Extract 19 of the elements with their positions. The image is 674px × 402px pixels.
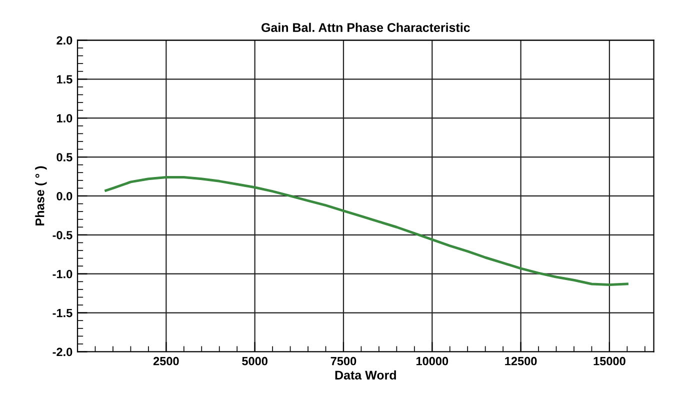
y-tick-label: -1.0: [52, 270, 72, 278]
y-tick-label: 1.0: [56, 114, 72, 122]
x-tick-label: 15000: [594, 356, 626, 366]
x-tick-label: 10000: [416, 356, 448, 366]
x-tick-label: 12500: [505, 356, 537, 366]
y-axis-title: Phase ( ° ): [35, 166, 47, 226]
y-tick-label: 2.0: [56, 36, 72, 45]
x-axis-title: Data Word: [335, 370, 396, 380]
x-tick-label: 2500: [153, 356, 179, 366]
x-tick-label: 7500: [330, 356, 356, 366]
chart-title: Gain Bal. Attn Phase Characteristic: [262, 22, 470, 32]
y-tick-label: -0.5: [52, 230, 72, 240]
y-tick-label: -2.0: [52, 348, 72, 356]
y-tick-label: 0.5: [56, 153, 72, 162]
line-series: [104, 176, 628, 286]
y-tick-label: 1.5: [56, 75, 72, 84]
x-tick-label: 5000: [242, 356, 268, 366]
y-tick-label: 0.0: [56, 192, 72, 200]
y-tick-label: -1.5: [52, 308, 72, 318]
